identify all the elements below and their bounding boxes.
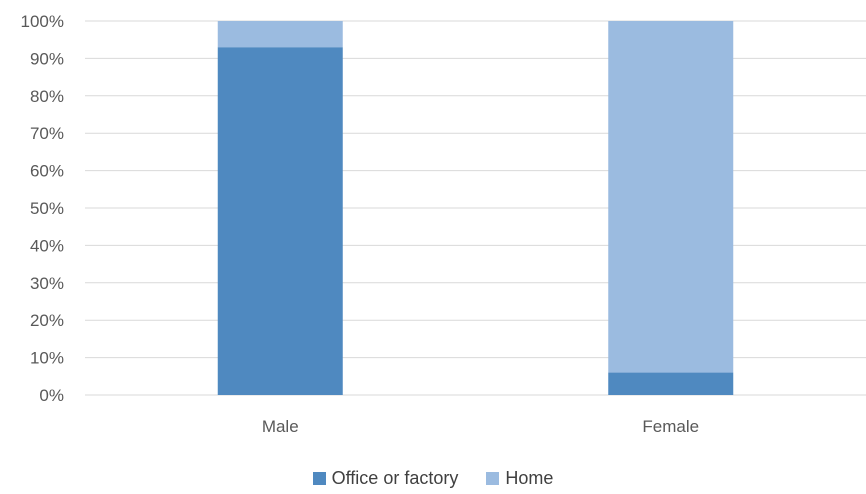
y-tick-label: 10%: [30, 349, 64, 368]
bar-male-office-or-factory: [217, 47, 343, 396]
y-tick-label: 90%: [30, 49, 64, 68]
legend: Office or factory Home: [0, 468, 866, 489]
legend-swatch: [486, 472, 500, 485]
x-category-label: Male: [262, 417, 299, 436]
legend-label: Office or factory: [331, 468, 459, 488]
chart: 0% 10% 20% 30% 40% 50% 60% 70% 80% 90% 100% Male Fe…: [21, 12, 866, 436]
y-axis-ticks: 0% 10% 20% 30% 40% 50% 60% 70% 80% 90% 100%: [21, 12, 64, 405]
x-category-label: Female: [642, 417, 699, 436]
bar-male-home: [217, 21, 343, 48]
bar-female-home: [608, 21, 734, 373]
y-tick-label: 70%: [30, 124, 64, 143]
y-tick-label: 30%: [30, 274, 64, 293]
bars: [217, 21, 734, 396]
y-tick-label: 20%: [30, 311, 64, 330]
y-tick-label: 100%: [21, 12, 64, 31]
y-tick-label: 40%: [30, 236, 64, 255]
bar-female-office-or-factory: [608, 372, 734, 395]
legend-item: Home: [486, 468, 553, 489]
y-tick-label: 60%: [30, 162, 64, 181]
legend-item: Office or factory: [312, 468, 459, 489]
gridlines: [85, 20, 866, 396]
x-axis-categories: Male Female: [262, 417, 699, 436]
legend-label: Home: [505, 468, 554, 488]
y-tick-label: 0%: [39, 386, 64, 405]
y-tick-label: 50%: [30, 199, 64, 218]
legend-swatch: [312, 472, 326, 485]
y-tick-label: 80%: [30, 87, 64, 106]
